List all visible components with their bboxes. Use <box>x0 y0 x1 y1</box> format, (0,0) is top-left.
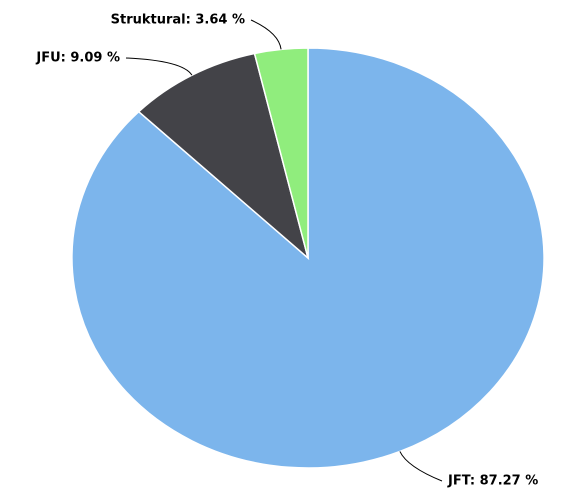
data-label: JFU: 9.09 % <box>35 51 120 66</box>
leader-line <box>250 19 282 50</box>
data-label: Struktural: 3.64 % <box>111 13 245 28</box>
pie-slice <box>253 47 309 259</box>
data-label: JFT: 87.27 % <box>447 474 538 489</box>
leader-line <box>125 57 193 76</box>
leader-line <box>399 451 443 482</box>
pie-slice <box>137 52 310 261</box>
